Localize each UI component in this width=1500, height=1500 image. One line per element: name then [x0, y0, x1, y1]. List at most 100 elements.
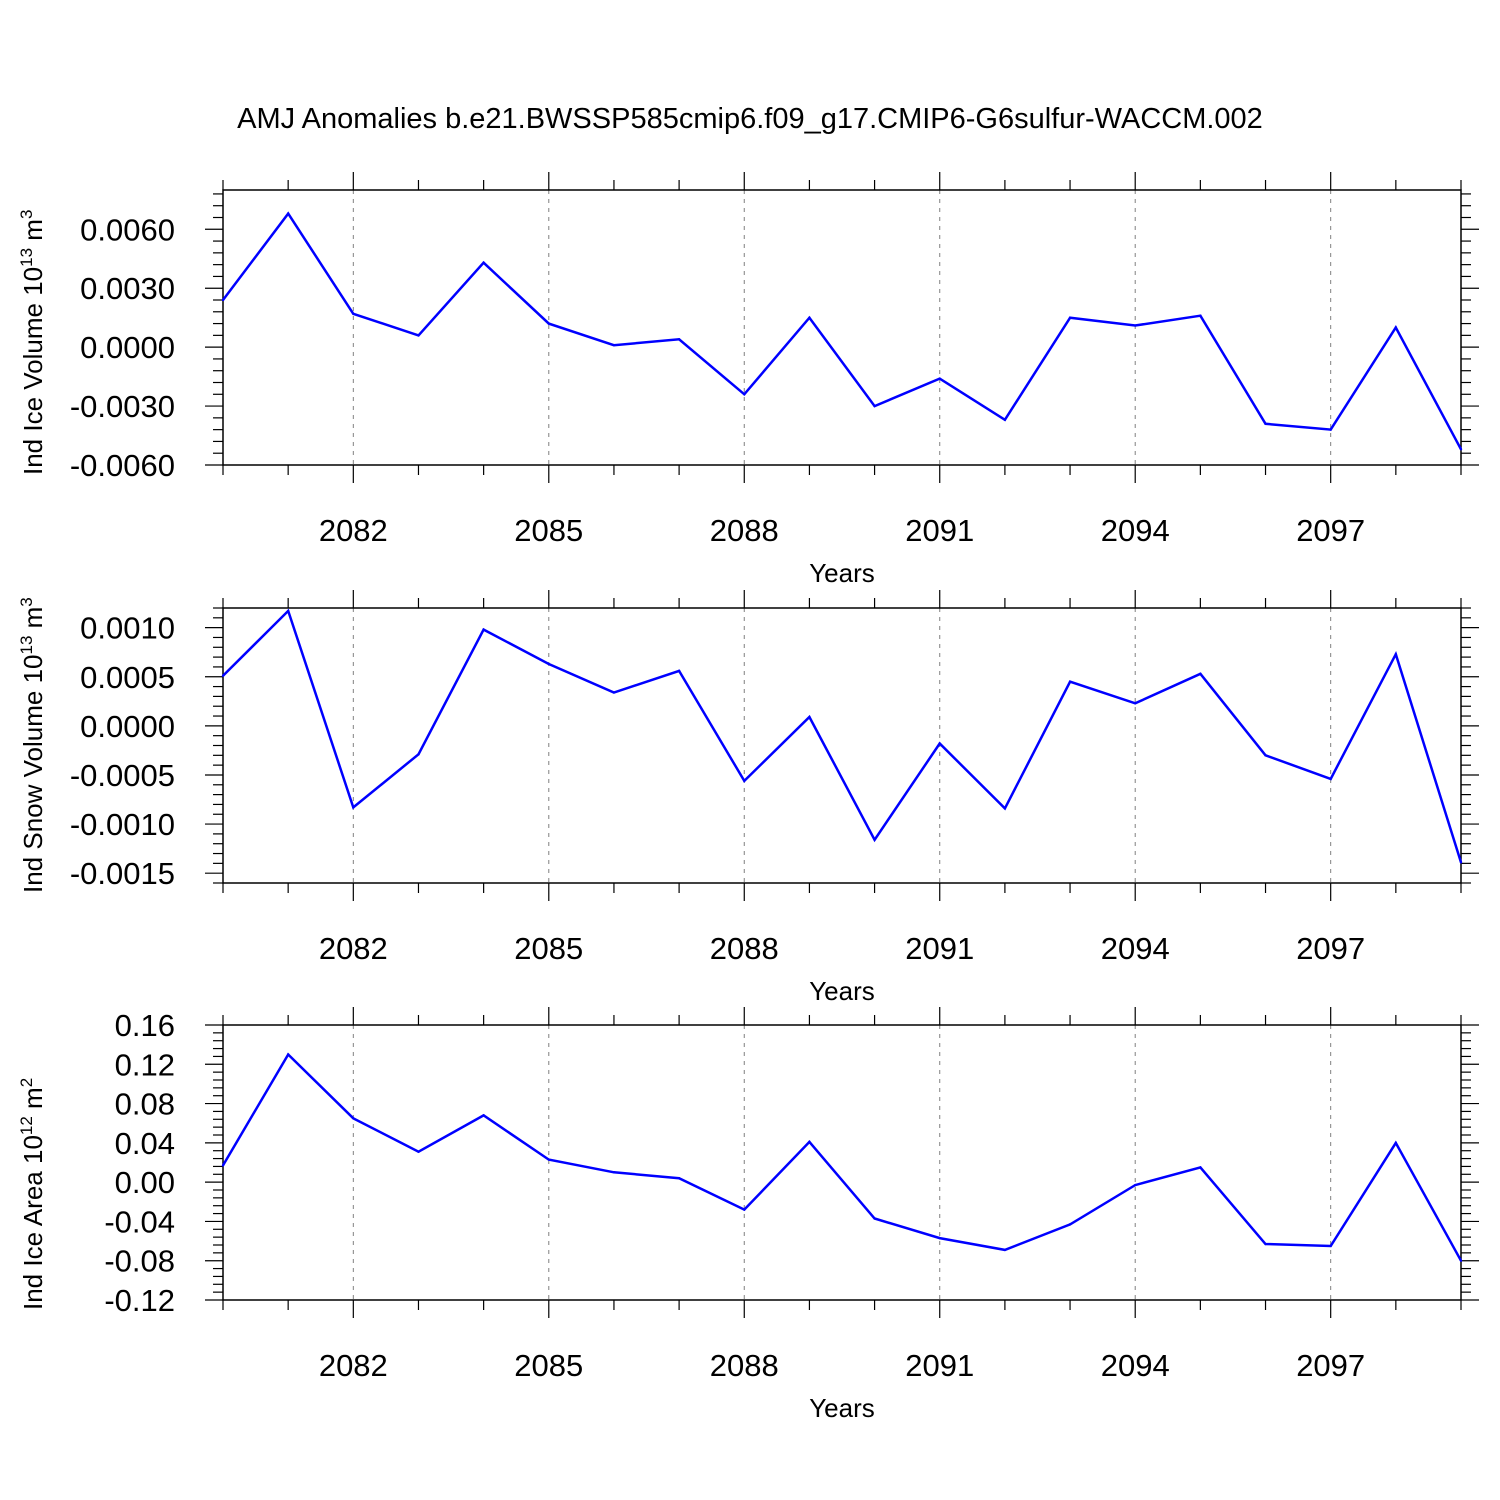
- data-point: [547, 662, 550, 666]
- y-axis-label-text: Ind Ice Volume 10: [18, 267, 48, 475]
- y-axis-label-exponent: 12: [17, 1116, 36, 1135]
- data-point: [1134, 324, 1137, 327]
- x-axis-label: Years: [809, 558, 875, 588]
- data-point: [547, 1158, 550, 1161]
- data-point: [1199, 314, 1202, 317]
- y-tick-label: -0.04: [104, 1204, 175, 1239]
- data-point: [1394, 652, 1398, 656]
- series-line: [222, 211, 1463, 450]
- data-point: [1199, 672, 1202, 676]
- data-point: [1134, 1183, 1137, 1187]
- plot-frame: [222, 1024, 1462, 1301]
- x-tick-label: 2091: [905, 513, 974, 548]
- y-tick-label: -0.08: [104, 1244, 175, 1279]
- data-point: [221, 298, 225, 302]
- y-tick-label: -0.0030: [70, 389, 175, 424]
- x-tick-label: 2085: [514, 931, 583, 966]
- data-point: [1068, 316, 1072, 319]
- data-point: [808, 715, 811, 719]
- x-tick-label: 2088: [710, 1348, 779, 1383]
- data-point: [1264, 1242, 1267, 1246]
- data-point: [1394, 326, 1398, 329]
- data-point: [677, 338, 681, 341]
- data-point: [286, 609, 290, 613]
- data-point: [482, 261, 485, 264]
- x-tick-label: 2097: [1296, 1348, 1365, 1383]
- y-axis-label-unit: m: [18, 607, 48, 636]
- data-point: [286, 1053, 290, 1056]
- y-tick-label: 0.0005: [80, 660, 175, 695]
- plot-frame: [222, 607, 1462, 884]
- data-point: [612, 343, 616, 347]
- y-axis-label: Ind Ice Volume 1013 m3: [17, 210, 48, 475]
- data-point: [1003, 418, 1007, 422]
- data-point: [743, 779, 746, 783]
- y-axis-label: Ind Ice Area 1012 m2: [17, 1078, 48, 1310]
- x-tick-label: 2085: [514, 513, 583, 548]
- data-point: [417, 753, 420, 756]
- data-point: [808, 316, 811, 319]
- y-axis-label-unit-exponent: 2: [17, 1078, 36, 1087]
- y-tick-label: -0.0015: [70, 856, 175, 891]
- series-line: [221, 1052, 1463, 1262]
- y-tick-label: 0.0000: [80, 330, 175, 365]
- y-tick-label: 0.00: [115, 1165, 175, 1200]
- data-point: [1199, 1166, 1202, 1169]
- data-point: [677, 1177, 681, 1180]
- data-point: [873, 838, 876, 841]
- data-point: [1329, 777, 1332, 781]
- y-tick-label: 0.0030: [80, 271, 175, 306]
- data-point: [938, 742, 941, 745]
- data-point: [743, 393, 746, 396]
- x-tick-label: 2082: [319, 1348, 388, 1383]
- y-axis-label-text: Ind Snow Volume 10: [18, 655, 48, 894]
- y-tick-label: 0.0060: [80, 212, 175, 247]
- x-axis-label: Years: [809, 1393, 875, 1423]
- y-tick-label: 0.0010: [80, 611, 175, 646]
- x-tick-label: 2082: [319, 513, 388, 548]
- data-point: [873, 404, 876, 408]
- x-tick-label: 2097: [1296, 931, 1365, 966]
- x-tick-label: 2094: [1101, 931, 1170, 966]
- y-axis-label-unit: m: [18, 1087, 48, 1116]
- data-point: [417, 1150, 420, 1153]
- x-tick-label: 2091: [905, 1348, 974, 1383]
- data-point: [221, 1164, 225, 1167]
- data-point: [1329, 1244, 1332, 1248]
- data-point: [873, 1217, 876, 1220]
- y-tick-label: 0.08: [115, 1087, 175, 1122]
- y-axis-label: Ind Snow Volume 1013 m3: [17, 597, 48, 893]
- data-point: [352, 1117, 355, 1120]
- data-point: [482, 628, 485, 631]
- data-point: [417, 334, 420, 337]
- y-tick-label: -0.0005: [70, 758, 175, 793]
- x-tick-label: 2085: [514, 1348, 583, 1383]
- chart-title: AMJ Anomalies b.e21.BWSSP585cmip6.f09_g1…: [237, 103, 1263, 135]
- data-point: [612, 1171, 616, 1174]
- data-point: [743, 1208, 746, 1211]
- panel-1: 0.0060 0.0030 0.0000 -0.0030 -0.0060 2082 2085…: [17, 172, 1479, 588]
- data-point: [1264, 754, 1267, 757]
- series-line: [222, 608, 1463, 863]
- y-tick-label: 0.0000: [80, 709, 175, 744]
- x-tick-label: 2088: [710, 931, 779, 966]
- x-tick-label: 2094: [1101, 1348, 1170, 1383]
- data-point: [1459, 448, 1463, 451]
- data-point: [1394, 1141, 1398, 1145]
- data-point: [1329, 428, 1332, 431]
- data-point: [1134, 702, 1137, 705]
- x-tick-label: 2097: [1296, 513, 1365, 548]
- data-point: [352, 312, 355, 315]
- data-point: [1003, 807, 1007, 810]
- y-axis-label-exponent: 13: [17, 636, 36, 655]
- y-tick-label: 0.16: [115, 1008, 175, 1043]
- y-axis-label-unit-exponent: 3: [17, 210, 36, 219]
- data-point: [1068, 680, 1072, 683]
- y-tick-label: -0.0010: [70, 807, 175, 842]
- data-point: [221, 674, 225, 677]
- data-point: [612, 691, 616, 694]
- x-tick-label: 2091: [905, 931, 974, 966]
- data-point: [482, 1114, 485, 1117]
